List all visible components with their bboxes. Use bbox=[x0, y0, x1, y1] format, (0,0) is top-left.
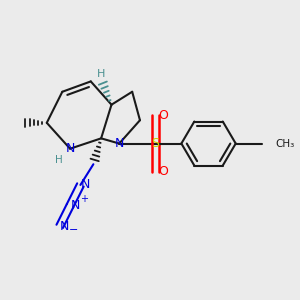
Text: N: N bbox=[60, 220, 70, 233]
Text: −: − bbox=[69, 225, 79, 235]
Text: CH₃: CH₃ bbox=[276, 139, 295, 148]
Text: N: N bbox=[70, 199, 80, 212]
Text: S: S bbox=[152, 137, 160, 150]
Text: N: N bbox=[115, 137, 124, 150]
Text: O: O bbox=[158, 166, 168, 178]
Text: H: H bbox=[55, 155, 62, 165]
Text: N: N bbox=[65, 142, 75, 155]
Text: O: O bbox=[158, 109, 168, 122]
Text: H: H bbox=[97, 69, 105, 79]
Text: N: N bbox=[81, 178, 90, 191]
Text: +: + bbox=[80, 194, 88, 204]
